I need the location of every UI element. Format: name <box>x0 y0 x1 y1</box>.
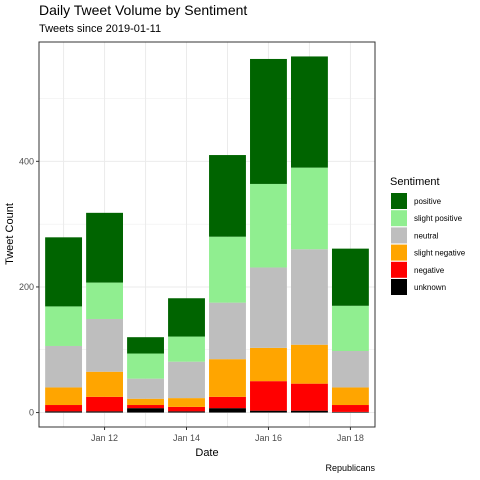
bar-segment-positive <box>291 56 328 168</box>
bar-segment-positive <box>127 337 164 354</box>
bar-segment-slight-positive <box>45 306 83 346</box>
x-tick-label: Jan 16 <box>255 433 282 443</box>
legend-label: negative <box>414 266 445 275</box>
legend-key-slight-positive <box>391 210 407 227</box>
chart-title: Daily Tweet Volume by Sentiment <box>39 2 247 18</box>
legend-key-slight-negative <box>391 244 407 261</box>
panel-border <box>38 41 376 428</box>
bar-segment-slight-positive <box>168 336 205 362</box>
bar-segment-negative <box>291 383 328 411</box>
bar-segment-negative <box>250 381 287 411</box>
x-axis: Jan 12 Jan 14 Jan 16 Jan 18 <box>91 427 364 443</box>
bar-segment-slight-positive <box>291 167 328 250</box>
bar-segment-negative <box>331 405 369 412</box>
bar-segment-neutral <box>86 318 123 372</box>
bar-segment-unknown <box>168 411 205 413</box>
bar-segment-positive <box>86 212 123 283</box>
legend-label: slight positive <box>414 214 463 223</box>
bar-segment-unknown <box>86 411 123 413</box>
bar-segment-negative <box>86 396 123 412</box>
bar-segment-slight-negative <box>127 398 164 406</box>
bar-segment-slight-positive <box>331 305 369 352</box>
chart-caption: Republicans <box>325 463 375 473</box>
bar-segment-negative <box>209 396 246 409</box>
legend-label: slight negative <box>414 249 466 258</box>
legend-label: unknown <box>414 283 446 292</box>
bar-segment-neutral <box>168 361 205 399</box>
x-tick-label: Jan 12 <box>91 433 118 443</box>
bar-segment-neutral <box>127 378 164 399</box>
bar-segment-positive <box>168 298 205 337</box>
bar-segment-negative <box>45 405 83 412</box>
legend-title: Sentiment <box>390 176 440 188</box>
chart-subtitle: Tweets since 2019-01-11 <box>39 23 161 35</box>
legend: Sentiment positive slight positive neutral… <box>390 176 466 295</box>
bar-segment-neutral <box>291 249 328 345</box>
bar-segment-slight-negative <box>86 371 123 397</box>
legend-label: neutral <box>414 231 439 240</box>
bar-segment-positive <box>331 248 369 306</box>
bars <box>45 56 369 413</box>
y-tick-label: 400 <box>19 156 34 166</box>
bar-segment-unknown <box>331 411 369 413</box>
bar-segment-slight-negative <box>291 344 328 384</box>
bar-segment-negative <box>127 405 164 409</box>
bar-segment-unknown <box>250 410 287 413</box>
y-axis: 0 200 400 <box>19 156 39 418</box>
x-tick-label: Jan 14 <box>173 433 200 443</box>
legend-key-neutral <box>391 227 407 244</box>
bar-segment-neutral <box>331 351 369 388</box>
bar-segment-positive <box>250 58 287 184</box>
y-tick-label: 200 <box>19 282 34 292</box>
legend-label: positive <box>414 197 442 206</box>
bar-segment-positive <box>45 237 83 307</box>
bar-segment-slight-positive <box>209 236 246 303</box>
bar-segment-negative <box>168 406 205 412</box>
x-axis-title: Date <box>195 447 218 459</box>
bar-segment-unknown <box>127 408 164 413</box>
legend-key-unknown <box>391 279 407 295</box>
bar-segment-unknown <box>291 410 328 413</box>
legend-key-positive <box>391 193 407 209</box>
bar-segment-unknown <box>209 408 246 413</box>
bar-segment-slight-positive <box>250 183 287 268</box>
bar-segment-slight-negative <box>45 387 83 406</box>
bar-segment-unknown <box>45 411 83 413</box>
legend-key-negative <box>391 261 407 278</box>
bar-segment-neutral <box>45 345 83 388</box>
bar-segment-slight-positive <box>127 353 164 379</box>
bar-segment-neutral <box>250 267 287 348</box>
bar-segment-slight-positive <box>86 282 123 319</box>
x-tick-label: Jan 18 <box>337 433 364 443</box>
bar-segment-positive <box>209 155 246 237</box>
y-axis-title: Tweet Count <box>4 203 16 265</box>
bar-segment-neutral <box>209 302 246 360</box>
y-tick-label: 0 <box>29 408 34 418</box>
bar-segment-slight-negative <box>331 387 369 406</box>
bar-segment-slight-negative <box>250 347 287 382</box>
bar-segment-slight-negative <box>168 398 205 407</box>
bar-segment-slight-negative <box>209 359 246 397</box>
